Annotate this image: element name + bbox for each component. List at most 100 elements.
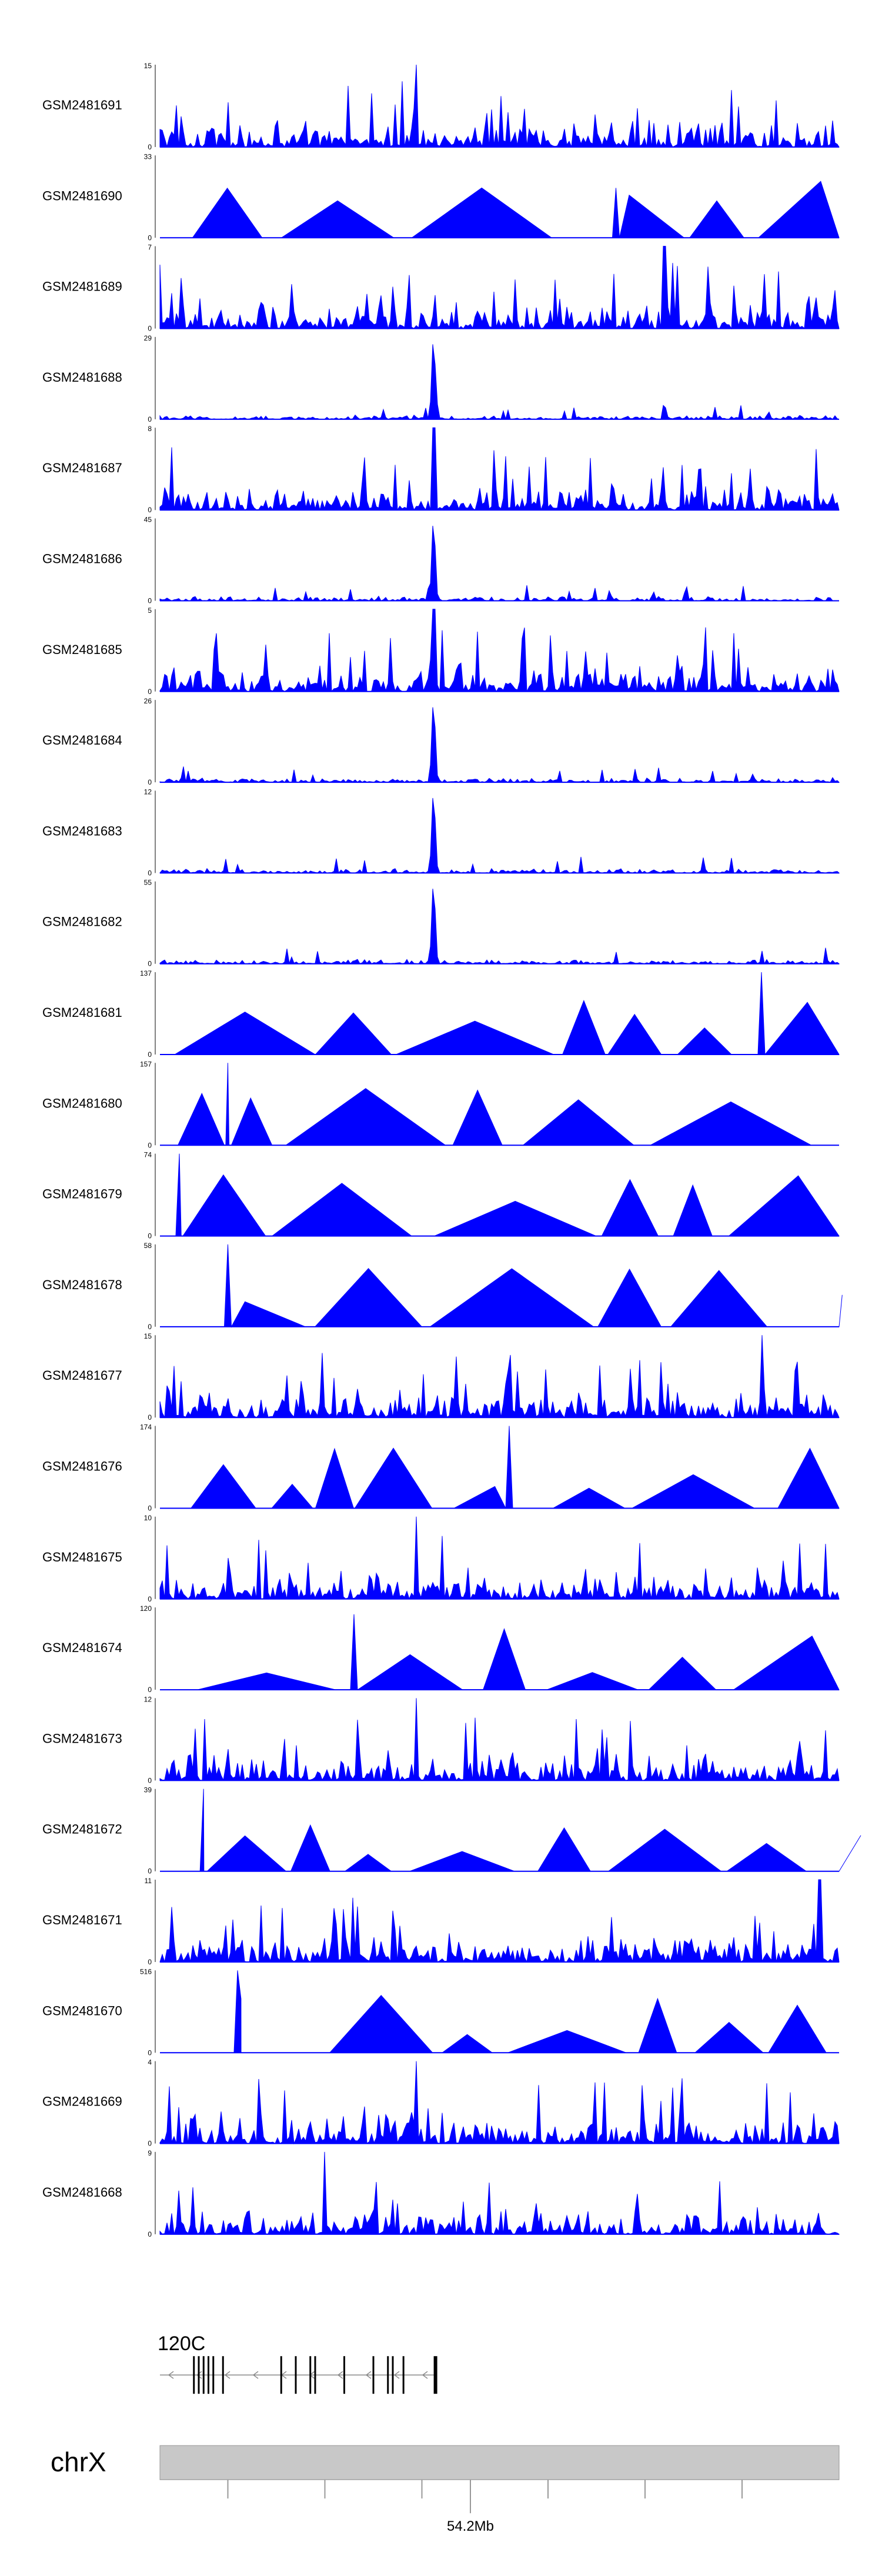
y-axis-min-label: 0 — [148, 1141, 152, 1149]
gene-name: 120C — [158, 2333, 205, 2355]
track-GSM2481688: GSM2481688 29 0 — [42, 334, 840, 423]
track-GSM2481691: GSM2481691 15 0 — [42, 62, 840, 151]
y-axis-min-label: 0 — [148, 688, 152, 696]
y-axis-max-label: 15 — [144, 1332, 152, 1340]
track-label: GSM2481681 — [42, 1005, 122, 1020]
exon — [402, 2356, 405, 2394]
exon — [372, 2356, 375, 2394]
track-GSM2481689: GSM2481689 7 0 — [42, 243, 840, 333]
track-GSM2481683: GSM2481683 12 0 — [42, 788, 840, 877]
y-axis-max-label: 15 — [144, 62, 152, 70]
y-axis-max-label: 33 — [144, 152, 152, 161]
chromosome-band — [159, 2445, 840, 2480]
y-axis-max-label: 137 — [140, 969, 152, 977]
exon — [309, 2356, 312, 2394]
track-label: GSM2481672 — [42, 1822, 122, 1837]
track-GSM2481679: GSM2481679 74 0 — [42, 1151, 840, 1240]
track-GSM2481669: GSM2481669 4 0 — [42, 2058, 840, 2148]
track-label: GSM2481668 — [42, 2185, 122, 2200]
exon — [387, 2356, 389, 2394]
track-GSM2481672: GSM2481672 39 0 — [42, 1786, 861, 1876]
track-GSM2481678: GSM2481678 58 0 — [42, 1242, 843, 1331]
signal-area — [160, 972, 840, 1056]
signal-area — [160, 1153, 840, 1237]
y-axis-max-label: 12 — [144, 788, 152, 796]
y-axis-min-label: 0 — [148, 2140, 152, 2148]
exon — [202, 2356, 205, 2394]
y-axis-min-label: 0 — [148, 2230, 152, 2238]
track-GSM2481670: GSM2481670 516 0 — [42, 1967, 839, 2057]
y-axis-max-label: 5 — [148, 606, 152, 615]
track-GSM2481685: GSM2481685 5 0 — [42, 606, 840, 696]
track-label: GSM2481669 — [42, 2094, 122, 2109]
axis-tick-label: 54.2Mb — [447, 2518, 494, 2534]
signal-area — [159, 889, 840, 965]
track-GSM2481674: GSM2481674 120 0 — [42, 1604, 840, 1694]
exon — [392, 2356, 394, 2394]
y-axis-max-label: 10 — [144, 1514, 152, 1522]
y-axis-min-label: 0 — [148, 1323, 152, 1331]
y-axis-max-label: 58 — [144, 1242, 152, 1250]
track-label: GSM2481680 — [42, 1096, 122, 1110]
track-GSM2481684: GSM2481684 26 0 — [42, 697, 840, 786]
track-GSM2481671: GSM2481671 11 0 — [42, 1877, 840, 1966]
y-axis-max-label: 29 — [144, 334, 152, 342]
y-axis-min-label: 0 — [148, 143, 152, 151]
y-axis-min-label: 0 — [148, 415, 152, 423]
signal-area — [159, 246, 840, 330]
strand-arrow — [252, 2371, 259, 2379]
signal-area — [160, 1614, 840, 1690]
y-axis-min-label: 0 — [148, 2048, 152, 2057]
signal-area — [159, 1879, 840, 1963]
y-axis-max-label: 55 — [144, 879, 152, 887]
track-GSM2481681: GSM2481681 137 0 — [42, 969, 840, 1059]
y-axis-min-label: 0 — [148, 1958, 152, 1966]
y-axis-min-label: 0 — [148, 233, 152, 242]
track-label: GSM2481674 — [42, 1640, 122, 1655]
track-label: GSM2481685 — [42, 642, 122, 657]
strand-arrow — [422, 2371, 428, 2379]
track-label: GSM2481686 — [42, 552, 122, 566]
signal-area — [160, 1244, 843, 1328]
y-axis-max-label: 157 — [140, 1060, 152, 1068]
strand-arrow — [224, 2371, 230, 2379]
y-axis-max-label: 120 — [140, 1604, 152, 1613]
y-axis-min-label: 0 — [148, 1686, 152, 1694]
y-axis-max-label: 516 — [140, 1967, 152, 1976]
y-axis-min-label: 0 — [148, 1050, 152, 1059]
y-axis-max-label: 12 — [144, 1695, 152, 1703]
chromosome-ideogram: chrX 54.2Mb — [51, 2445, 840, 2534]
y-axis-min-label: 0 — [148, 597, 152, 605]
y-axis-min-label: 0 — [148, 506, 152, 514]
signal-area — [160, 1788, 861, 1872]
track-label: GSM2481675 — [42, 1550, 122, 1564]
exon — [198, 2356, 200, 2394]
strand-arrow — [196, 2371, 202, 2379]
track-label: GSM2481670 — [42, 2003, 122, 2018]
exon — [193, 2356, 195, 2394]
strand-arrow — [337, 2371, 343, 2379]
track-GSM2481690: GSM2481690 33 0 — [42, 152, 840, 242]
track-label: GSM2481676 — [42, 1459, 122, 1474]
track-GSM2481687: GSM2481687 8 0 — [42, 425, 840, 514]
y-axis-min-label: 0 — [148, 778, 152, 786]
track-label: GSM2481673 — [42, 1731, 122, 1746]
y-axis-max-label: 39 — [144, 1786, 152, 1794]
signal-tracks: GSM2481691150GSM2481690330GSM248168970GS… — [42, 62, 861, 2238]
track-GSM2481686: GSM2481686 45 0 — [42, 516, 840, 605]
track-label: GSM2481690 — [42, 188, 122, 203]
track-label: GSM2481687 — [42, 461, 122, 475]
track-label: GSM2481677 — [42, 1368, 122, 1383]
track-GSM2481673: GSM2481673 12 0 — [42, 1695, 840, 1784]
exon — [433, 2356, 437, 2394]
signal-area — [159, 1335, 840, 1419]
exon — [314, 2356, 316, 2394]
signal-area — [159, 344, 840, 421]
track-label: GSM2481679 — [42, 1187, 122, 1202]
track-label: GSM2481684 — [42, 733, 122, 748]
signal-area — [159, 1516, 840, 1600]
y-axis-max-label: 74 — [144, 1151, 152, 1159]
signal-area — [159, 64, 840, 148]
signal-area — [159, 707, 840, 783]
track-GSM2481675: GSM2481675 10 0 — [42, 1514, 840, 1603]
